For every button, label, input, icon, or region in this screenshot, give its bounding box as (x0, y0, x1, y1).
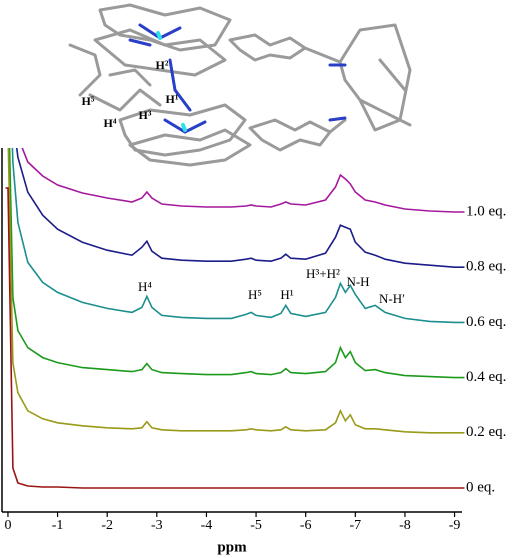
x-axis-label: ppm (217, 539, 247, 555)
legend-label: 1.0 eq. (466, 203, 506, 219)
peak-annotation: H¹ (280, 287, 293, 302)
structure-label: H¹ (166, 92, 179, 106)
legend-label: 0.6 eq. (466, 314, 506, 330)
legend-label: 0.4 eq. (466, 369, 506, 385)
spectrum (21, 148, 465, 213)
structure-label: H³ (139, 108, 152, 122)
x-tick-label: -7 (349, 518, 361, 533)
legend-label: 0.8 eq. (466, 259, 506, 275)
molecule (68, 3, 412, 167)
peak-annotation: H⁵ (248, 287, 262, 302)
peak-annotation: H⁴ (138, 279, 152, 294)
x-tick-label: 0 (4, 518, 11, 533)
x-tick-label: -1 (52, 518, 64, 533)
traces (5, 148, 465, 489)
peak-annotation: H³+H² (306, 266, 340, 281)
spectrum (15, 148, 465, 268)
peak-annotation: N-H (346, 274, 369, 289)
x-tick-label: -9 (449, 518, 461, 533)
x-tick-label: -6 (300, 518, 312, 533)
x-tick-label: -3 (151, 518, 163, 533)
x-tick-label: -4 (201, 518, 213, 533)
spectrum (5, 187, 465, 489)
spectrum (11, 148, 465, 324)
structure-label: H⁴ (104, 116, 117, 130)
spectrum (8, 148, 465, 379)
legend-label: 0 eq. (466, 479, 495, 495)
structure-label: H⁵ (82, 94, 95, 108)
x-tick-label: -2 (101, 518, 113, 533)
peak-annotation: N-H′ (379, 291, 405, 306)
x-tick-label: -5 (250, 518, 262, 533)
spectrum (7, 148, 465, 434)
legend-label: 0.2 eq. (466, 424, 506, 440)
x-tick-label: -8 (399, 518, 411, 533)
structure-label: H² (156, 58, 169, 72)
